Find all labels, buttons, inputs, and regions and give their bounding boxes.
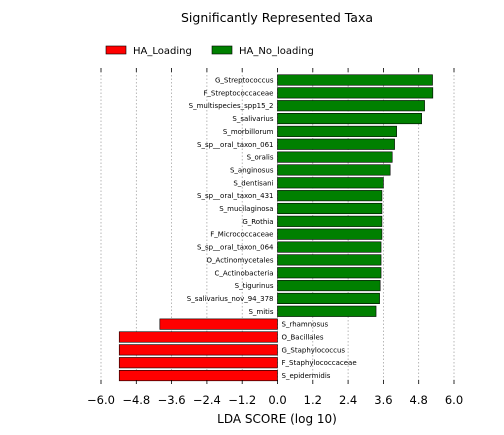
x-axis-ticks: −6.0 −4.8 −3.6 −2.4 −1.2 0.0 1.2 2.4 3.6 4.8 6.0 — [87, 68, 463, 407]
x-tick-label: 6.0 — [445, 393, 463, 407]
bar-label: S_salivarius — [232, 115, 273, 123]
bar-label: F_Streptococcaceae — [203, 89, 273, 97]
bar — [118, 369, 278, 382]
bar — [277, 100, 425, 112]
bar — [277, 267, 382, 279]
x-tick-label: −3.6 — [158, 393, 186, 407]
bar-label: S_salivarius_nov_94_378 — [187, 295, 274, 303]
legend-label-ha-loading: HA_Loading — [133, 46, 192, 57]
x-tick-label: 0.0 — [268, 393, 286, 407]
bar-label: S_morbillorum — [223, 128, 274, 136]
bar — [277, 280, 381, 292]
x-tick-label: 4.8 — [410, 393, 428, 407]
bar-label: S_sp__oral_taxon_061 — [197, 141, 273, 149]
legend-swatch-ha-loading — [105, 45, 127, 55]
bar — [277, 113, 422, 125]
bar — [277, 202, 383, 215]
bar — [277, 87, 434, 99]
x-tick-label: −2.4 — [193, 393, 221, 407]
x-tick-label: 1.2 — [304, 393, 322, 407]
bar-label: C_Actinobacteria — [214, 269, 273, 277]
bar — [159, 318, 278, 330]
x-tick-label: 2.4 — [339, 393, 357, 407]
bar — [277, 254, 382, 266]
bar-label: F_Micrococcaceae — [210, 231, 273, 239]
bar — [118, 331, 278, 343]
bar-label: G_Staphylococcus — [282, 346, 346, 354]
bar-label: S_sp__oral_taxon_064 — [197, 244, 274, 252]
bar-label: S_rhamnosus — [282, 321, 329, 329]
bar-label: S_mucilaginosa — [219, 205, 273, 213]
bar-label: S_dentisani — [233, 179, 273, 187]
bar — [277, 125, 397, 137]
bar-label: S_epidermidis — [282, 372, 331, 380]
bar-labels: G_Streptococcus F_Streptococcaceae S_multi… — [187, 77, 357, 381]
legend: HA_Loading HA_No_loading — [105, 45, 314, 57]
bar-label: O_Actinomycetales — [207, 256, 274, 264]
bar-label: S_tigurinus — [235, 282, 274, 290]
bar-label: G_Rothia — [242, 218, 273, 226]
bar — [277, 151, 393, 163]
bar — [277, 215, 383, 227]
bar — [277, 138, 395, 150]
bar — [277, 305, 377, 317]
legend-label-ha-no-loading: HA_No_loading — [239, 46, 314, 57]
x-tick-label: −4.8 — [122, 393, 150, 407]
bar — [277, 292, 380, 305]
bar-label: O_Bacillales — [282, 334, 324, 342]
bar-label: S_multispecies_spp15_2 — [189, 102, 274, 110]
bar-label: S_anginosus — [230, 166, 274, 174]
legend-swatch-ha-no-loading — [211, 45, 233, 55]
bar — [277, 74, 433, 86]
bar — [277, 190, 383, 202]
bar-label: S_oralis — [247, 154, 274, 162]
bar-label: G_Streptococcus — [215, 77, 274, 85]
bar — [277, 241, 382, 253]
bar-label: F_Staphylococcaceae — [282, 359, 357, 367]
bar — [277, 164, 391, 176]
bar — [118, 344, 278, 356]
bar — [118, 357, 278, 369]
x-tick-label: 3.6 — [374, 393, 392, 407]
bar-label: S_mitis — [248, 308, 273, 316]
x-axis-label: LDA SCORE (log 10) — [217, 412, 337, 426]
x-tick-label: −6.0 — [87, 393, 115, 407]
bar — [277, 177, 384, 189]
bars — [118, 74, 434, 382]
bar-label: S_sp__oral_taxon_431 — [197, 192, 273, 200]
chart-title: Significantly Represented Taxa — [181, 10, 373, 25]
bar — [277, 228, 383, 240]
x-tick-label: −1.2 — [228, 393, 256, 407]
